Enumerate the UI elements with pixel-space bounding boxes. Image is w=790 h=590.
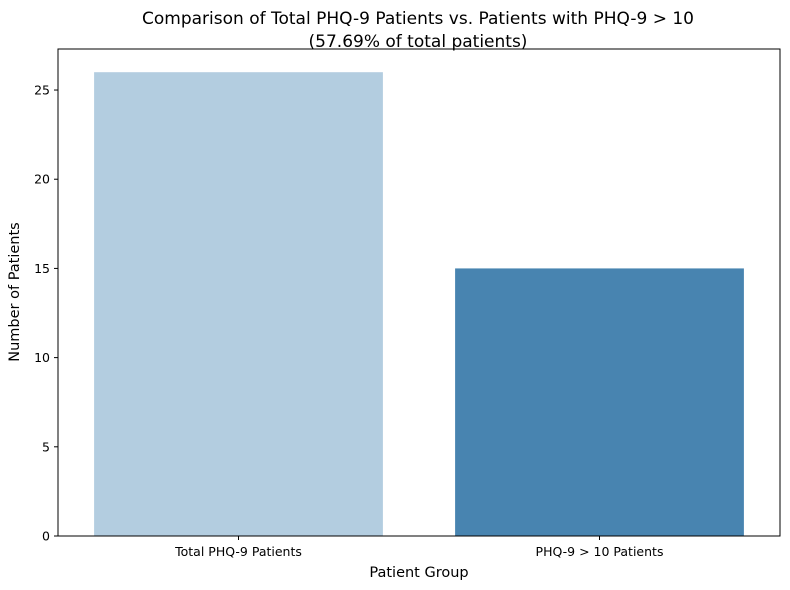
y-axis-ticks: 0 5 10 15 20 25 (34, 83, 58, 544)
bar-2 (455, 268, 744, 536)
y-tick-label: 20 (34, 172, 50, 187)
y-tick-label: 10 (34, 350, 50, 365)
bars-group (94, 72, 744, 536)
x-tick-label: PHQ-9 > 10 Patients (536, 544, 664, 559)
x-axis-ticks: Total PHQ-9 Patients PHQ-9 > 10 Patients (174, 536, 663, 559)
x-tick-label: Total PHQ-9 Patients (174, 544, 302, 559)
chart-subtitle: (57.69% of total patients) (309, 32, 528, 52)
bar-1 (94, 72, 383, 536)
y-tick-label: 15 (34, 261, 50, 276)
y-tick-label: 25 (34, 83, 50, 98)
chart-title: Comparison of Total PHQ-9 Patients vs. P… (142, 9, 694, 29)
x-axis-label: Patient Group (369, 565, 468, 581)
plot-frame (57, 48, 781, 537)
y-axis-label: Number of Patients (7, 222, 23, 362)
y-tick-label: 5 (42, 439, 50, 454)
y-tick-label: 0 (42, 529, 50, 544)
